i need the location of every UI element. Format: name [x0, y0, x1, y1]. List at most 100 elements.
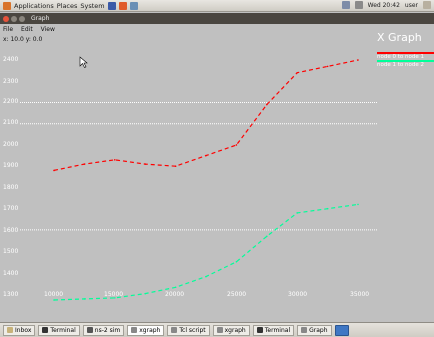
y-tick-label: 2100 [3, 119, 19, 126]
data-point [174, 165, 177, 167]
legend-swatch [377, 60, 434, 62]
browser-launcher-icon[interactable] [107, 1, 116, 10]
terminal-icon [256, 327, 263, 333]
app-icon [131, 327, 138, 333]
menu-view[interactable]: View [40, 25, 55, 33]
menu-applications[interactable]: Applications [14, 1, 54, 10]
data-point [266, 235, 268, 238]
taskbar-item-label: xgraph [139, 326, 161, 334]
y-tick-label: 1900 [3, 162, 19, 169]
data-point [266, 103, 268, 106]
y-tick-label: 1300 [3, 291, 19, 298]
maximize-icon[interactable] [19, 15, 25, 22]
mail-icon [7, 327, 13, 333]
close-icon[interactable] [3, 15, 9, 22]
taskbar-item[interactable]: Graph [297, 324, 332, 336]
app-icon [216, 327, 223, 333]
menu-places[interactable]: Places [56, 1, 78, 10]
data-point [296, 212, 299, 214]
mouse-cursor-icon [79, 56, 88, 68]
data-point [53, 299, 55, 301]
legend-item: node 0 to node 1 [377, 52, 434, 60]
data-point [357, 59, 359, 61]
system-tray: Wed 20:42 user [341, 1, 431, 9]
distro-logo-icon [3, 1, 11, 10]
data-point [83, 163, 86, 165]
app-icon [301, 327, 308, 333]
x-tick-label: 30000 [288, 291, 308, 298]
clock[interactable]: Wed 20:42 [367, 1, 400, 9]
window-title: Graph [31, 15, 50, 22]
y-tick-label: 1500 [3, 248, 19, 255]
taskbar-item-label: Terminal [264, 326, 291, 334]
taskbar-item[interactable]: xgraph [127, 324, 165, 336]
y-tick-label: 2200 [3, 98, 19, 105]
series-line-1 [53, 59, 359, 171]
data-point [357, 203, 359, 206]
volume-icon[interactable] [354, 1, 363, 9]
y-tick-label: 1700 [3, 205, 19, 212]
taskbar-item-label: Tcl script [179, 326, 206, 334]
taskbar-item-label: xgraph [224, 326, 246, 334]
data-point [174, 286, 177, 289]
taskbar: Inbox Terminal ns-2 sim xgraph Tcl scrip… [0, 322, 434, 337]
taskbar-item-label: Graph [309, 326, 328, 334]
data-point [144, 292, 146, 295]
y-tick-label: 1400 [3, 270, 19, 277]
terminal-icon [42, 327, 49, 333]
x-tick-label: 10000 [44, 291, 64, 298]
help-launcher-icon[interactable] [129, 1, 138, 10]
x-tick-label: 25000 [227, 291, 247, 298]
menu-system[interactable]: System [80, 1, 105, 10]
taskbar-item-label: Inbox [15, 326, 32, 334]
data-point [326, 65, 329, 68]
user-name[interactable]: user [404, 1, 418, 9]
graph-title: X Graph [377, 31, 422, 44]
data-point [205, 275, 207, 278]
legend: node 0 to node 1 node 1 to node 2 [377, 52, 434, 68]
app-menu-bar: File Edit View [0, 24, 434, 34]
taskbar-item-label: Terminal [50, 326, 76, 334]
system-menus: Applications Places System [3, 1, 138, 10]
power-icon[interactable] [423, 1, 431, 9]
network-icon[interactable] [341, 1, 350, 9]
y-tick-label: 1800 [3, 184, 19, 191]
y-tick-label: 2400 [3, 56, 19, 63]
x-tick-label: 20000 [165, 291, 185, 298]
taskbar-item[interactable]: ns-2 sim [82, 324, 125, 336]
legend-item: node 1 to node 2 [377, 60, 434, 68]
data-point [114, 159, 116, 161]
window-title-bar: Graph [0, 13, 434, 24]
data-point [83, 298, 86, 300]
data-point [144, 163, 146, 165]
taskbar-item[interactable]: Tcl script [167, 324, 210, 336]
legend-swatch [377, 52, 434, 54]
data-point [296, 71, 299, 74]
taskbar-item-label: ns-2 sim [94, 326, 121, 334]
coordinate-readout: x: 10.0 y: 0.0 [3, 36, 43, 43]
menu-edit[interactable]: Edit [21, 25, 33, 33]
data-point [53, 169, 55, 172]
system-top-bar: Applications Places System Wed 20:42 use… [0, 0, 434, 12]
taskbar-item[interactable]: Terminal [38, 324, 80, 336]
app-icon [171, 327, 178, 333]
taskbar-item[interactable]: Terminal [252, 324, 295, 336]
firefox-launcher-icon[interactable] [118, 1, 127, 10]
x-tick-label: 15000 [104, 291, 124, 298]
workspace-switcher[interactable] [334, 324, 349, 336]
x-tick-label: 35000 [350, 291, 370, 298]
legend-label: node 0 to node 1 [377, 54, 424, 60]
data-point [205, 154, 207, 157]
data-point [235, 260, 238, 263]
y-tick-label: 1600 [3, 227, 19, 234]
data-point [235, 144, 238, 146]
minimize-icon[interactable] [11, 15, 17, 22]
data-point [326, 207, 329, 210]
menu-file[interactable]: File [3, 25, 14, 33]
legend-label: node 1 to node 2 [377, 62, 424, 68]
taskbar-item[interactable]: xgraph [212, 324, 250, 336]
y-tick-label: 2300 [3, 78, 19, 85]
series-line-2 [53, 203, 359, 301]
taskbar-item[interactable]: Inbox [3, 324, 36, 336]
